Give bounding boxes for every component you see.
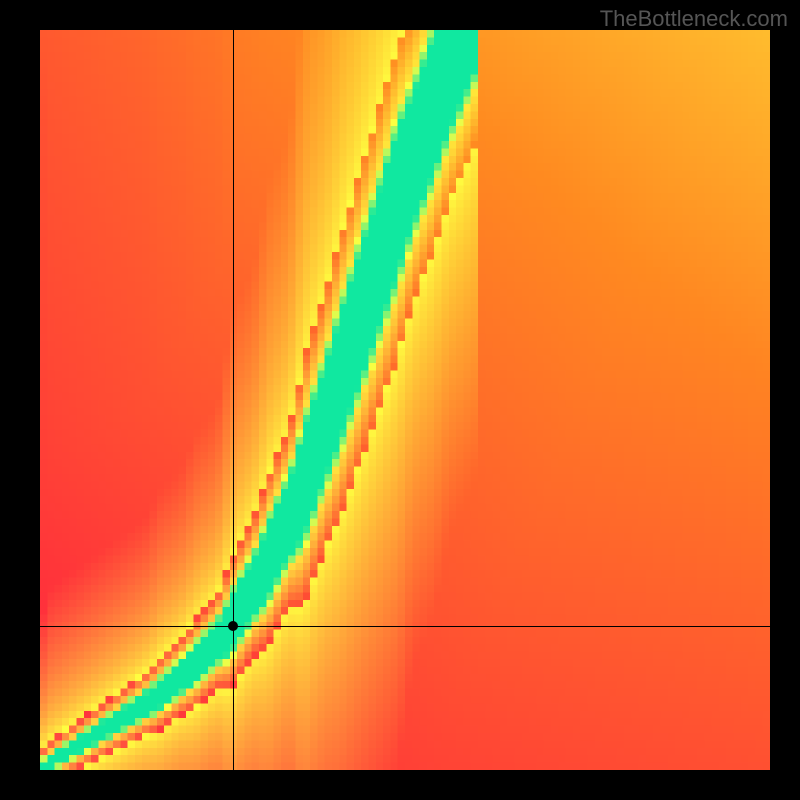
heatmap-canvas bbox=[40, 30, 770, 770]
crosshair-horizontal bbox=[40, 626, 770, 627]
watermark-text: TheBottleneck.com bbox=[600, 6, 788, 32]
crosshair-marker bbox=[228, 621, 238, 631]
crosshair-vertical bbox=[233, 30, 234, 770]
plot-area bbox=[40, 30, 770, 770]
